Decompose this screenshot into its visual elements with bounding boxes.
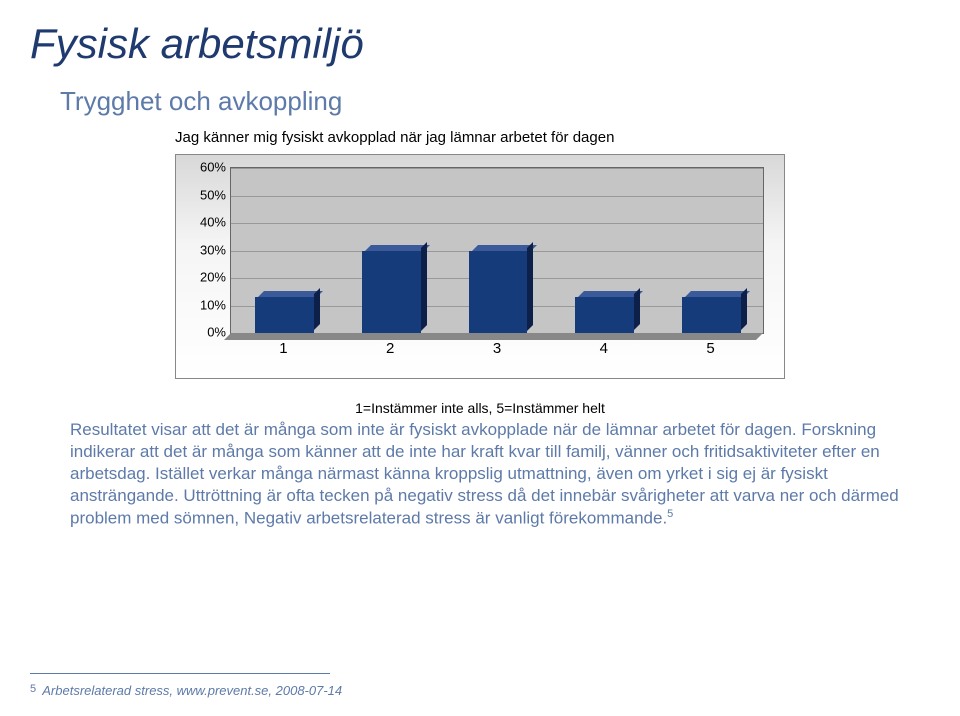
chart: Jag känner mig fysiskt avkopplad när jag…: [175, 129, 785, 379]
footnote-text: Arbetsrelaterad stress, www.prevent.se, …: [42, 683, 342, 698]
y-tick-label: 30%: [186, 242, 226, 257]
page-title: Fysisk arbetsmiljö: [30, 20, 930, 68]
x-axis-caption: 1=Instämmer inte alls, 5=Instämmer helt: [176, 400, 784, 416]
x-tick-label: 2: [380, 340, 400, 357]
x-tick-label: 1: [273, 340, 293, 357]
bar: [469, 251, 528, 334]
footnote-marker: 5: [30, 683, 36, 695]
plot-area: [230, 167, 764, 334]
x-tick-label: 5: [701, 340, 721, 357]
y-tick-label: 0%: [186, 325, 226, 340]
slide: Fysisk arbetsmiljö Trygghet och avkoppli…: [0, 0, 960, 716]
subtitle: Trygghet och avkoppling: [60, 86, 930, 117]
y-tick-label: 10%: [186, 297, 226, 312]
bar: [575, 297, 634, 333]
x-tick-label: 4: [594, 340, 614, 357]
body-text: Resultatet visar att det är många som in…: [70, 419, 910, 530]
bar: [362, 251, 421, 334]
chart-box: 1=Instämmer inte alls, 5=Instämmer helt …: [175, 154, 785, 379]
footnote-divider: [30, 673, 330, 674]
body-sup: 5: [667, 508, 673, 520]
bar: [682, 297, 741, 333]
body-main: Resultatet visar att det är många som in…: [70, 420, 899, 528]
x-tick-label: 3: [487, 340, 507, 357]
y-tick-label: 50%: [186, 187, 226, 202]
chart-title: Jag känner mig fysiskt avkopplad när jag…: [175, 129, 785, 146]
y-tick-label: 60%: [186, 160, 226, 175]
y-tick-label: 40%: [186, 215, 226, 230]
footnote: 5 Arbetsrelaterad stress, www.prevent.se…: [30, 683, 342, 698]
y-tick-label: 20%: [186, 270, 226, 285]
bar: [255, 297, 314, 333]
